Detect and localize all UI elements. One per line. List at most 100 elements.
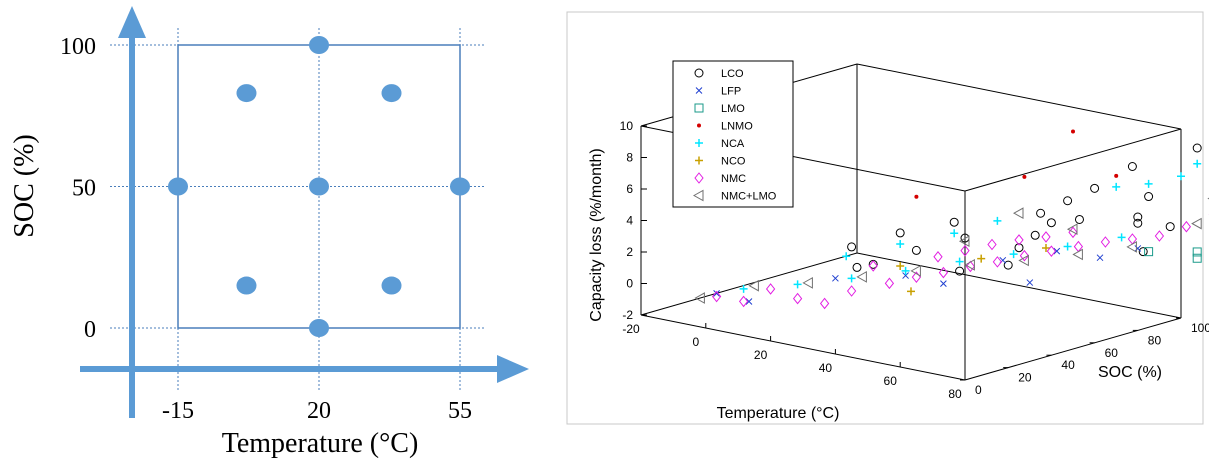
data-point xyxy=(1192,253,1202,263)
tick-labels: 0 50 100 -15 20 55 xyxy=(60,34,472,424)
z-tick-label: 40 xyxy=(1061,358,1075,372)
data-point xyxy=(694,292,705,304)
data-point xyxy=(960,244,970,257)
data-point xyxy=(955,266,965,276)
test-point xyxy=(381,84,402,103)
data-point xyxy=(965,260,976,273)
data-point xyxy=(1071,129,1075,134)
data-point xyxy=(713,290,720,297)
data-point xyxy=(852,262,862,272)
data-point xyxy=(992,256,1003,268)
series-lfp xyxy=(713,245,1142,305)
legend: LCO LFP LMO LNMO NCA NCO NMC NMC+LMO xyxy=(672,60,794,208)
box-edge xyxy=(640,252,858,316)
data-point xyxy=(819,297,830,310)
data-point xyxy=(1036,208,1046,218)
z-tick-label: 100 xyxy=(1191,321,1209,335)
legend-marker xyxy=(692,189,704,202)
data-point xyxy=(745,298,753,305)
box-edge xyxy=(964,317,1182,381)
test-point xyxy=(450,177,470,196)
data-point xyxy=(910,265,921,277)
y-axis-title: Capacity loss (%/month) xyxy=(588,148,605,321)
z-axis-title: SOC (%) xyxy=(1098,364,1162,381)
data-point xyxy=(895,228,905,238)
data-point xyxy=(1144,247,1154,257)
legend-label: NMC+LMO xyxy=(721,191,777,203)
data-point xyxy=(907,287,915,296)
y-tick-label: 50 xyxy=(72,176,96,202)
y-axis-arrow-head xyxy=(118,6,146,38)
x-tick-label: 20 xyxy=(307,398,331,424)
y-tick-label: -2 xyxy=(622,308,633,322)
test-point xyxy=(309,177,329,196)
box-edge xyxy=(856,63,1182,130)
data-point xyxy=(846,285,857,297)
data-point xyxy=(938,266,949,279)
z-tick-label: 0 xyxy=(975,383,982,397)
data-point xyxy=(1193,159,1202,168)
x-tick-label: 40 xyxy=(819,361,833,375)
data-point xyxy=(1046,218,1056,228)
legend-marker xyxy=(694,103,704,113)
data-point xyxy=(793,280,802,289)
y-tick-label: 6 xyxy=(626,182,633,196)
data-point xyxy=(856,271,867,283)
x-tick-label: 20 xyxy=(754,348,768,362)
data-point xyxy=(1165,222,1175,232)
data-point xyxy=(765,283,776,295)
legend-marker xyxy=(695,87,703,94)
data-point xyxy=(1114,173,1119,178)
legend-label: LCO xyxy=(721,68,744,80)
data-point xyxy=(964,259,975,271)
data-point xyxy=(940,280,947,287)
data-point xyxy=(1053,247,1061,255)
test-point xyxy=(236,84,257,103)
y-tick-label: 2 xyxy=(626,245,633,259)
x-tick-label: 55 xyxy=(448,398,472,424)
data-point xyxy=(987,238,997,251)
grid-lines xyxy=(110,28,485,392)
box-edge xyxy=(640,314,966,381)
data-point xyxy=(847,242,857,252)
data-point xyxy=(1009,250,1018,259)
axis-arrows xyxy=(80,6,529,418)
data-point xyxy=(958,235,970,248)
legend-marker xyxy=(697,123,701,128)
data-point xyxy=(1042,243,1050,252)
data-point xyxy=(1003,260,1013,270)
z-tick-label: 80 xyxy=(1148,333,1162,347)
data-point xyxy=(911,245,921,255)
data-point xyxy=(896,240,905,248)
series-nco xyxy=(896,243,1050,296)
data-point xyxy=(1090,183,1100,193)
test-point xyxy=(309,36,329,54)
data-point xyxy=(1177,172,1185,181)
data-point xyxy=(748,279,759,292)
data-point xyxy=(1100,236,1111,248)
data-point xyxy=(1133,218,1143,228)
x-tick-label: -15 xyxy=(162,398,194,424)
legend-marker xyxy=(694,68,704,78)
data-point xyxy=(901,266,910,275)
data-point xyxy=(1192,143,1202,153)
series-nca xyxy=(739,159,1202,293)
legend-label: LFP xyxy=(721,86,741,98)
data-point xyxy=(738,295,749,308)
data-point xyxy=(950,229,959,238)
data-point xyxy=(739,284,748,293)
data-point xyxy=(1191,217,1202,230)
data-point xyxy=(1133,212,1143,222)
data-point xyxy=(949,217,959,227)
y-tick-label: 100 xyxy=(60,34,96,60)
data-point xyxy=(933,250,943,263)
data-point xyxy=(1019,249,1030,262)
x-axis-title: Temperature (°C) xyxy=(717,405,840,422)
data-point xyxy=(847,274,856,283)
data-point xyxy=(868,260,878,272)
legend-box xyxy=(672,60,794,208)
data-point xyxy=(1014,243,1024,253)
series-lco xyxy=(847,143,1202,276)
